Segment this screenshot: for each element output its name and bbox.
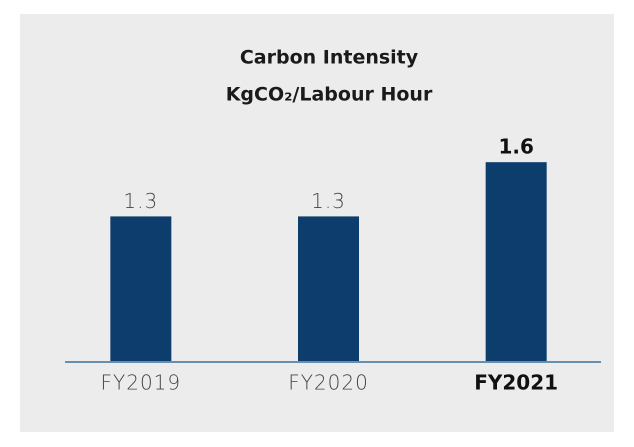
chart-subtitle: KgCO₂/Labour Hour	[226, 84, 433, 106]
chart-title: Carbon Intensity	[240, 47, 419, 69]
x-tick-label: FY2021	[474, 371, 558, 395]
x-tick-label: FY2020	[288, 371, 369, 395]
bar	[110, 216, 172, 361]
bar	[298, 216, 359, 361]
value-label: 1.3	[123, 189, 158, 213]
value-label: 1.6	[498, 135, 533, 159]
x-tick-label: FY2019	[101, 371, 182, 395]
bar	[485, 162, 547, 361]
value-label: 1.3	[311, 189, 346, 213]
